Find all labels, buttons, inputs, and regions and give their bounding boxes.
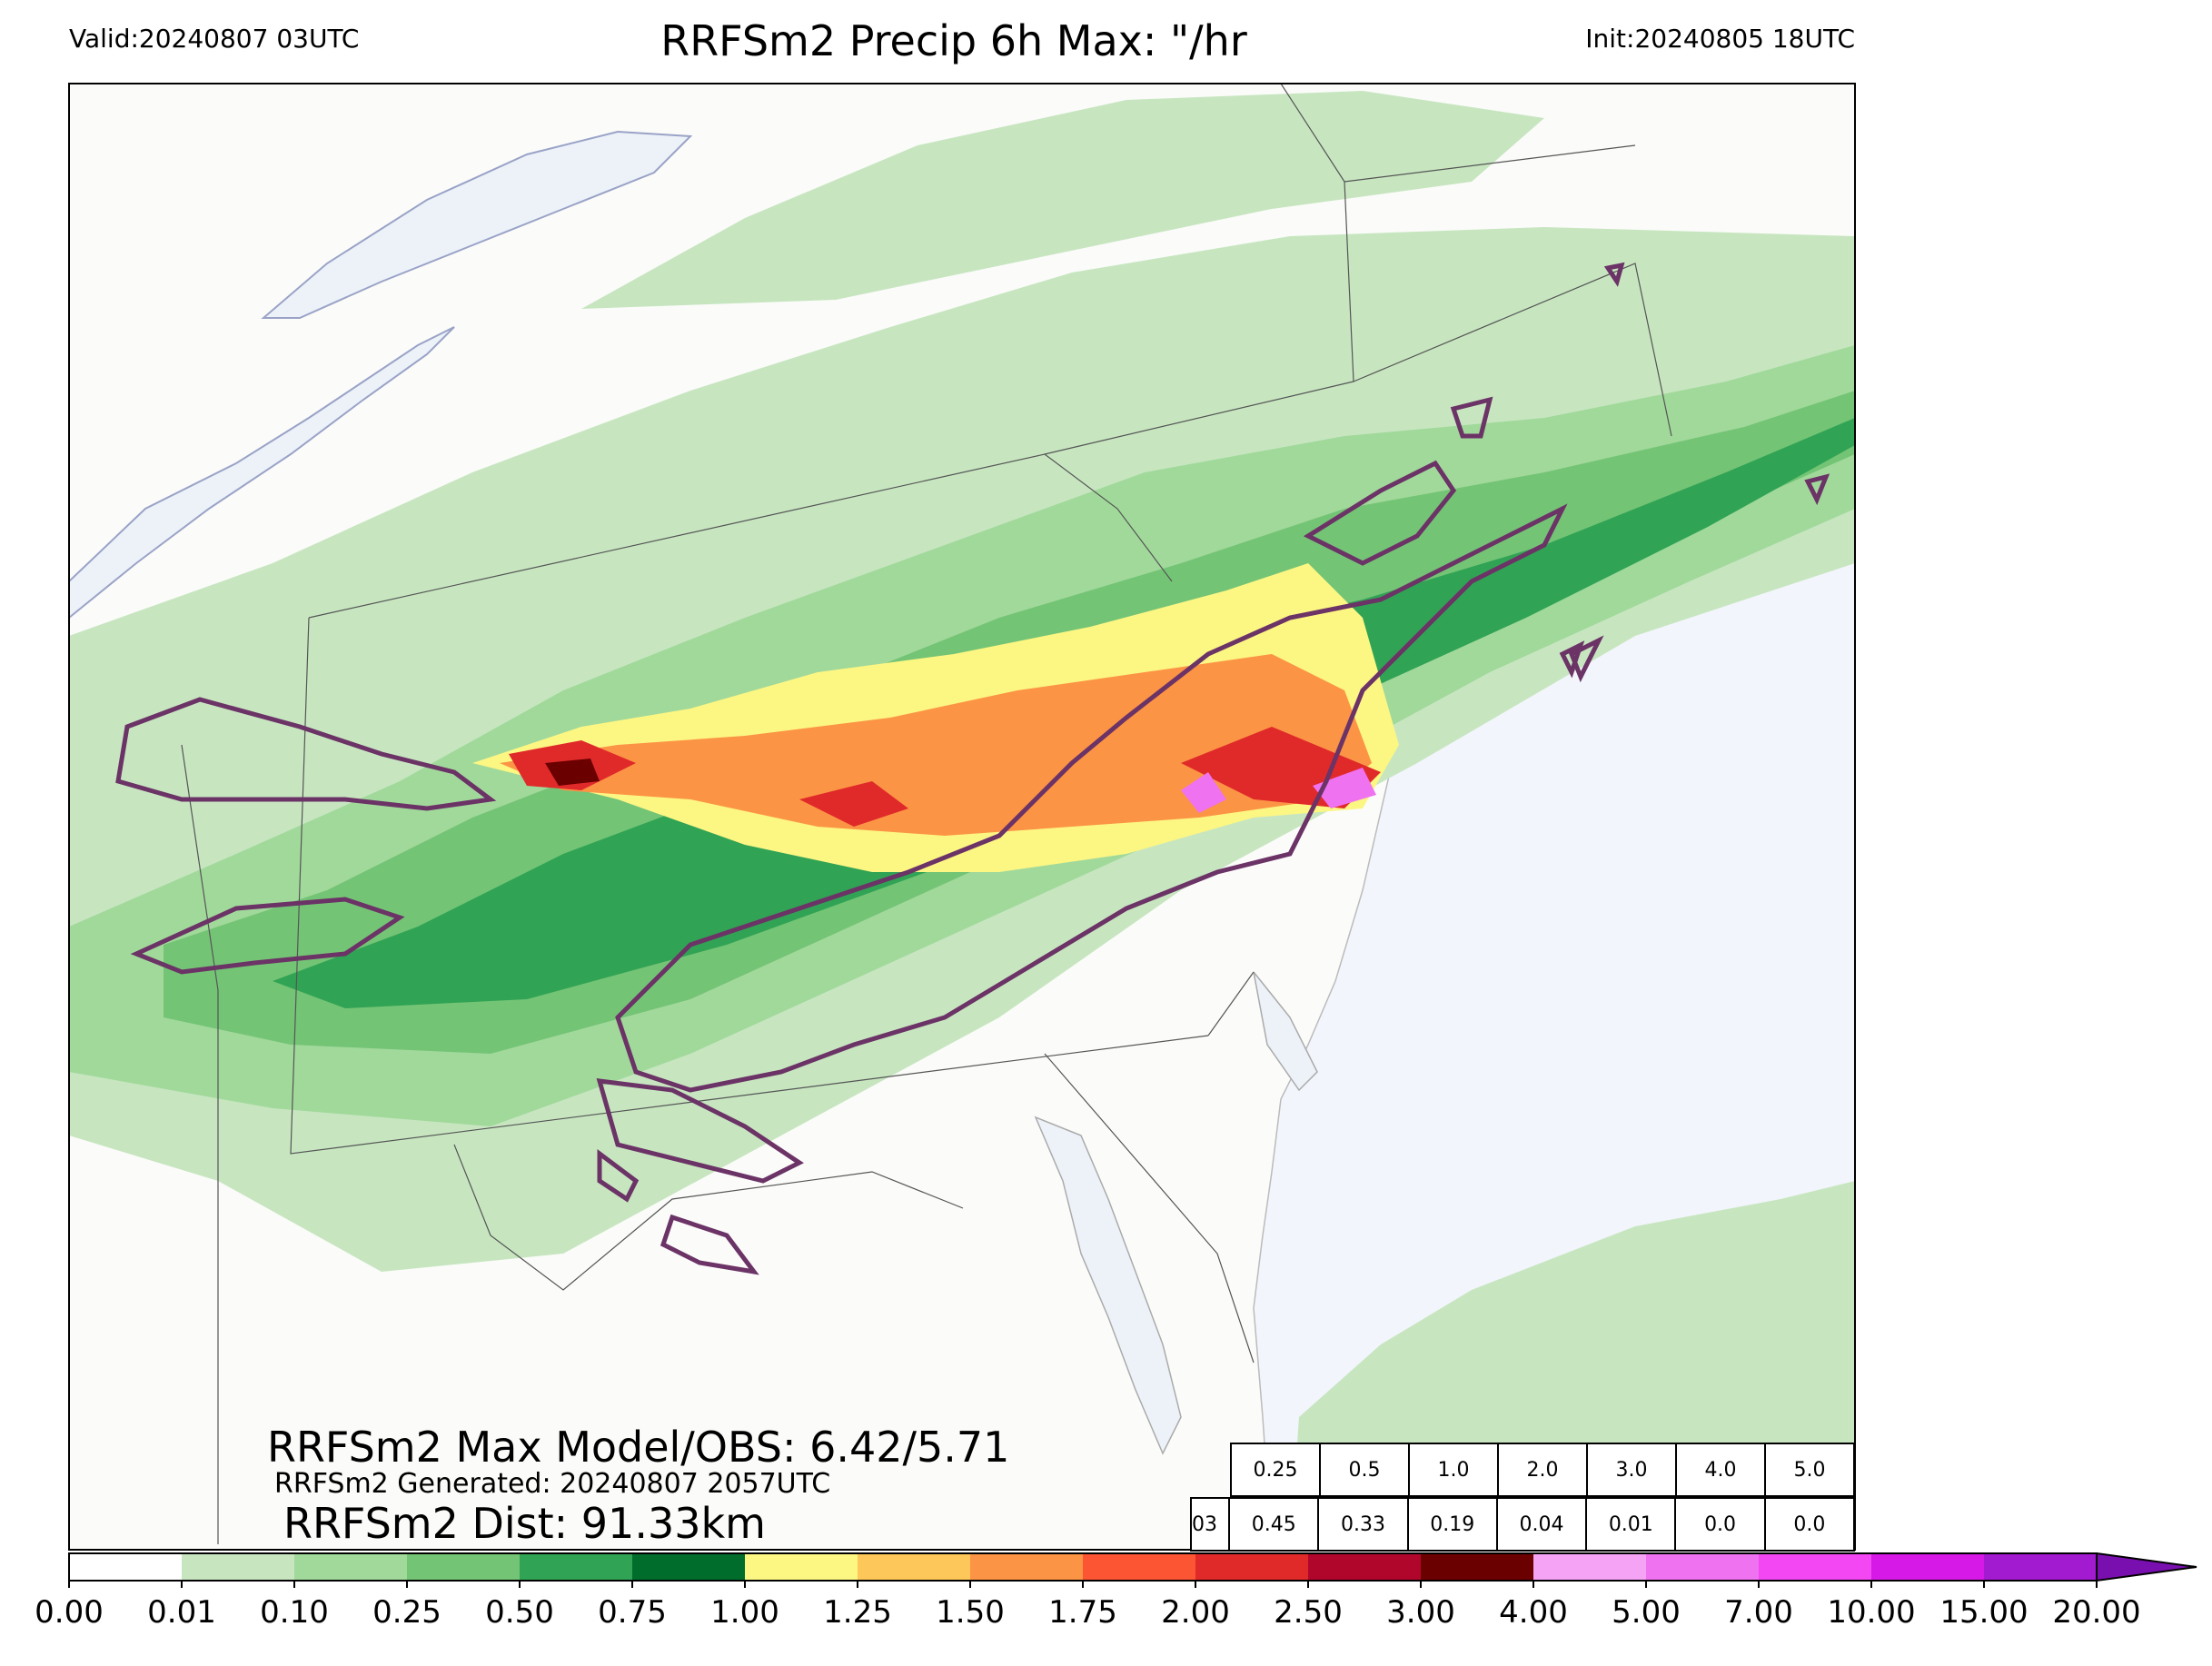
colorbar-tick-label: 15.00 [1939,1594,2028,1631]
distance: RRFSm2 Dist: 91.33km [283,1499,766,1548]
colorbar-segment [182,1553,294,1581]
value-cell: 0.19 [1406,1497,1498,1552]
colorbar-segment [970,1553,1083,1581]
colorbar-tick-label: 0.00 [35,1594,104,1631]
colorbar-tick-label: 1.00 [710,1594,779,1631]
state-borders [181,84,1672,1544]
colorbar-segment [407,1553,520,1581]
colorbar-segment [1195,1553,1308,1581]
value-cell: 0.33 [1317,1497,1409,1552]
colorbar-segment [858,1553,970,1581]
colorbar-tick-label: 20.00 [2052,1594,2141,1631]
precip-core-magenta [1181,768,1376,813]
precip-shading-light-2 [581,91,1544,309]
threshold-cell: 0.25 [1230,1443,1321,1497]
value-cell: 0.01 [1585,1497,1677,1552]
colorbar-tick-label: 1.50 [936,1594,1005,1631]
lake-erie [69,326,455,620]
colorbar-segment [520,1553,632,1581]
precip-core-orange [500,654,1372,836]
colorbar-segment [1083,1553,1195,1581]
precip-core-darkred [545,759,600,786]
init-time: Init:20240805 18UTC [1585,24,1855,54]
map-title: RRFSm2 Precip 6h Max: "/hr [660,16,1247,65]
colorbar-tick-label: 0.01 [147,1594,216,1631]
threshold-cell: 0.5 [1319,1443,1410,1497]
colorbar-segment [69,1553,182,1581]
threshold-header-row: 0.25 0.5 1.0 2.0 3.0 4.0 5.0 [1230,1443,1855,1497]
colorbar-tick-label: 0.50 [485,1594,554,1631]
colorbar-tick-label: 0.25 [372,1594,441,1631]
value-cell: 0.04 [1495,1497,1588,1552]
colorbar-extend-arrow [2096,1552,2197,1582]
colorbar-segment [745,1553,858,1581]
threshold-cell: 3.0 [1586,1443,1677,1497]
colorbar-tick-label: 4.00 [1499,1594,1568,1631]
threshold-cell: 4.0 [1675,1443,1766,1497]
generated-time: RRFSm2 Generated: 20240807 2057UTC [274,1468,831,1500]
chesapeake-bay [1034,1116,1182,1455]
colorbar-tick-label: 2.00 [1161,1594,1230,1631]
colorbar-tick-label: 2.50 [1274,1594,1343,1631]
max-model-obs: RRFSm2 Max Model/OBS: 6.42/5.71 [267,1423,1010,1472]
value-cell: 0.0 [1763,1497,1856,1552]
threshold-cell: 2.0 [1497,1443,1588,1497]
colorbar-tick-label: 10.00 [1827,1594,1916,1631]
threshold-cell: 5.0 [1764,1443,1855,1497]
colorbar-tick-label: 5.00 [1612,1594,1681,1631]
colorbar-segment [1759,1553,1871,1581]
threshold-cell: 1.0 [1408,1443,1499,1497]
map-frame [68,83,1856,1551]
lake-ontario [261,130,693,319]
valid-time: Valid:20240807 03UTC [69,24,360,54]
threshold-header-table: 0.25 0.5 1.0 2.0 3.0 4.0 5.0 [1230,1443,1855,1497]
value-cell: 0.0 [1674,1497,1766,1552]
colorbar-segment [1533,1553,1646,1581]
obs-contours [115,262,1830,1275]
precip-core-red [509,727,1381,827]
colorbar-segment [1308,1553,1421,1581]
colorbar-segment [632,1553,745,1581]
colorbar-segment [1871,1553,1984,1581]
colorbar-tick-label: 0.10 [260,1594,329,1631]
row-label: 03 [1189,1497,1231,1552]
colorbar-segment [1646,1553,1759,1581]
colorbar-tick-label: 3.00 [1386,1594,1455,1631]
colorbar-segment [1984,1553,2097,1581]
threshold-values-row: 03 0.45 0.33 0.19 0.04 0.01 0.0 0.0 [1189,1497,1856,1552]
value-cell: 0.45 [1228,1497,1320,1552]
delaware-bay [1253,971,1318,1092]
colorbar-tick-label: 7.00 [1724,1594,1793,1631]
colorbar-tick-label: 0.75 [598,1594,667,1631]
colorbar-segment [1421,1553,1533,1581]
colorbar [68,1552,2197,1588]
colorbar-tick-label: 1.25 [823,1594,892,1631]
colorbar-tick-label: 1.75 [1048,1594,1117,1631]
colorbar-segment [294,1553,407,1581]
threshold-values-table: 03 0.45 0.33 0.19 0.04 0.01 0.0 0.0 [1189,1497,1856,1552]
